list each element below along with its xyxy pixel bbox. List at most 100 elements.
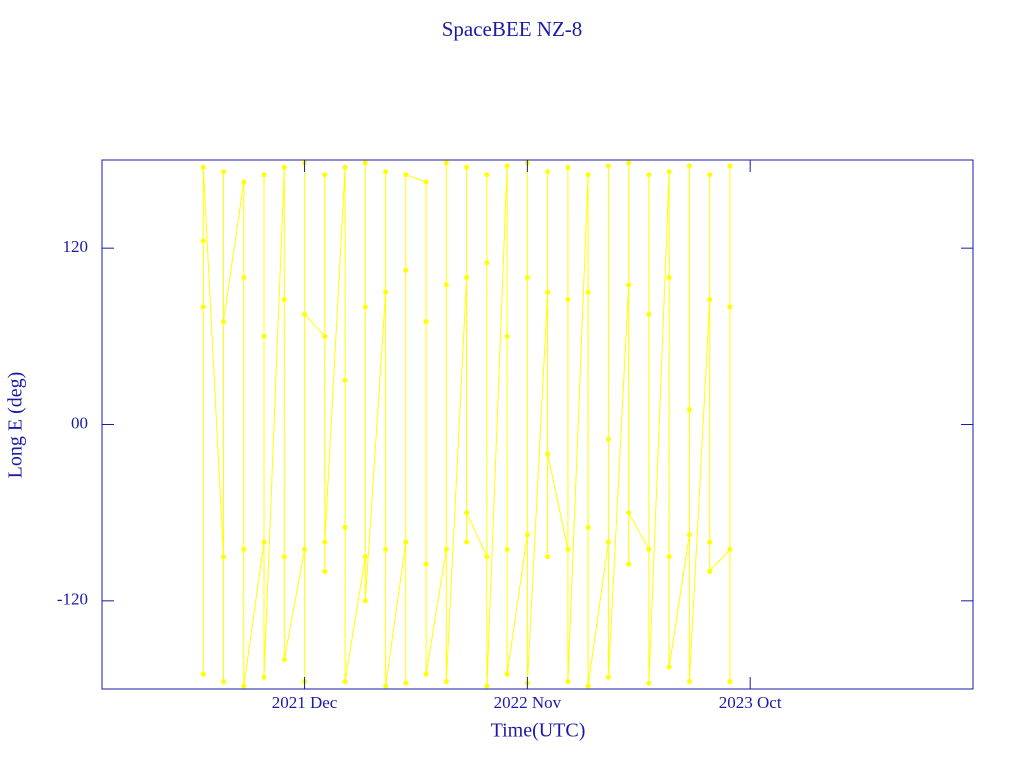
data-point	[484, 260, 490, 266]
data-point	[565, 297, 571, 303]
data-point	[443, 546, 449, 552]
data-point	[727, 304, 733, 310]
data-point	[302, 546, 308, 552]
data-point	[362, 160, 368, 166]
data-point	[585, 524, 591, 530]
data-point	[626, 561, 632, 567]
data-point	[383, 683, 389, 689]
y-axis-label: Long E (deg)	[5, 372, 27, 479]
data-point	[221, 319, 227, 325]
data-point	[504, 163, 510, 169]
data-point	[646, 172, 652, 178]
chart-title: SpaceBEE NZ-8	[442, 17, 583, 41]
data-point	[545, 289, 551, 295]
data-point	[545, 554, 551, 560]
data-point	[221, 679, 227, 685]
data-point	[241, 275, 247, 281]
data-point	[281, 164, 287, 170]
data-point	[221, 169, 227, 175]
data-point	[545, 451, 551, 457]
data-point	[241, 546, 247, 552]
data-point	[686, 532, 692, 538]
data-point	[261, 333, 267, 339]
data-point	[403, 267, 409, 273]
data-point	[403, 539, 409, 545]
data-point	[362, 598, 368, 604]
data-point	[322, 172, 328, 178]
data-point	[504, 546, 510, 552]
data-point	[241, 683, 247, 689]
data-point	[484, 683, 490, 689]
data-point	[200, 304, 206, 310]
data-point	[727, 546, 733, 552]
data-point	[342, 164, 348, 170]
data-point	[605, 436, 611, 442]
data-point	[646, 311, 652, 317]
data-point	[666, 554, 672, 560]
data-point	[545, 169, 551, 175]
y-tick-label: 00	[71, 413, 88, 432]
data-point	[626, 510, 632, 516]
data-point	[524, 532, 530, 538]
data-point	[565, 546, 571, 552]
data-point	[646, 680, 652, 686]
data-point	[707, 568, 713, 574]
data-point	[727, 679, 733, 685]
data-point	[322, 568, 328, 574]
data-point	[261, 172, 267, 178]
data-point	[565, 164, 571, 170]
x-tick-label: 2023 Oct	[719, 693, 782, 712]
data-point	[423, 671, 429, 677]
data-point	[342, 377, 348, 383]
data-point	[423, 319, 429, 325]
data-point	[281, 297, 287, 303]
data-point	[443, 282, 449, 288]
data-point	[362, 304, 368, 310]
x-axis-label: Time(UTC)	[491, 720, 586, 742]
data-point	[585, 172, 591, 178]
data-point	[362, 554, 368, 560]
y-tick-label: 120	[63, 237, 89, 256]
data-point	[666, 169, 672, 175]
data-point	[605, 163, 611, 169]
data-point	[261, 539, 267, 545]
data-point	[585, 289, 591, 295]
data-point	[504, 671, 510, 677]
data-point	[686, 163, 692, 169]
data-point	[524, 275, 530, 281]
data-point	[666, 664, 672, 670]
data-point	[322, 333, 328, 339]
data-point	[383, 169, 389, 175]
data-point	[342, 679, 348, 685]
data-point	[423, 179, 429, 185]
data-point	[484, 554, 490, 560]
data-point	[403, 172, 409, 178]
data-point	[322, 539, 328, 545]
data-line	[202, 162, 731, 687]
data-point	[605, 539, 611, 545]
data-point	[464, 510, 470, 516]
data-point	[423, 561, 429, 567]
data-point	[585, 683, 591, 689]
data-point	[626, 282, 632, 288]
data-point	[383, 546, 389, 552]
data-point	[221, 554, 227, 560]
x-tick-label: 2021 Dec	[272, 693, 338, 712]
data-point	[666, 275, 672, 281]
data-point	[707, 297, 713, 303]
data-point	[443, 160, 449, 166]
data-point	[686, 679, 692, 685]
data-point	[464, 275, 470, 281]
data-point	[727, 163, 733, 169]
data-point	[302, 311, 308, 317]
data-point	[281, 554, 287, 560]
data-point	[200, 238, 206, 244]
data-point	[443, 679, 449, 685]
x-tick-label: 2022 Nov	[494, 693, 562, 712]
data-point	[200, 671, 206, 677]
data-point	[484, 172, 490, 178]
data-point	[504, 333, 510, 339]
data-point	[464, 164, 470, 170]
data-point	[403, 680, 409, 686]
